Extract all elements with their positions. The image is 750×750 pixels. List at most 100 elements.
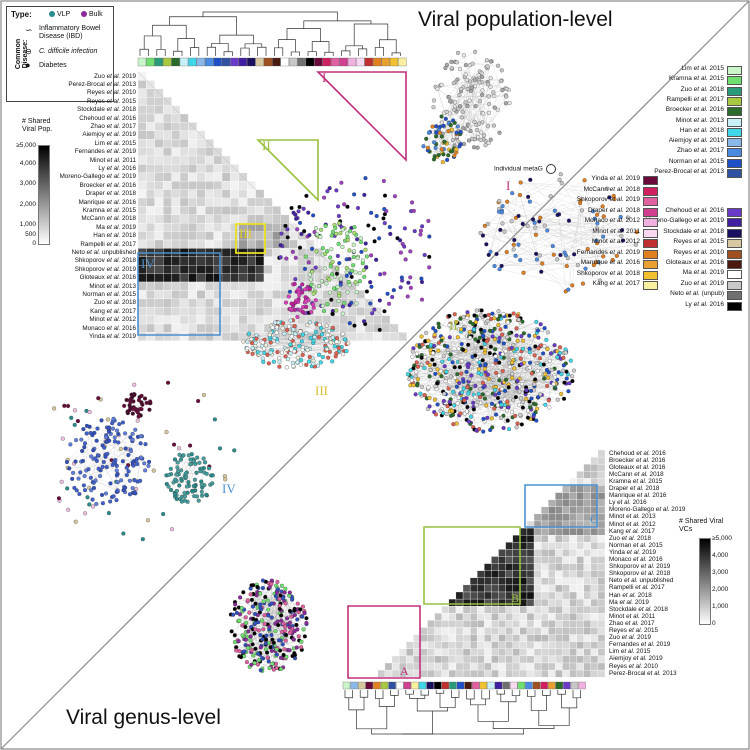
population-cell bbox=[238, 189, 248, 199]
population-cell bbox=[146, 332, 155, 341]
network-II-node bbox=[382, 271, 387, 276]
study-legend-swatch bbox=[643, 270, 658, 280]
study-color-swatch bbox=[472, 681, 480, 690]
population-cell bbox=[146, 281, 155, 291]
network-IV-node bbox=[161, 511, 166, 517]
dendrogram-branch bbox=[451, 690, 460, 698]
network-IV-node bbox=[77, 491, 82, 497]
genus-cell bbox=[555, 655, 563, 664]
population-cell bbox=[146, 113, 155, 123]
genus-network-upper-edge bbox=[552, 229, 623, 247]
genus-cell bbox=[590, 598, 599, 607]
network-II-node bbox=[307, 233, 312, 238]
network-I-node bbox=[461, 53, 466, 58]
population-cell bbox=[347, 332, 357, 341]
genus-cell bbox=[540, 506, 549, 515]
population-cell bbox=[188, 181, 197, 190]
genus-network-upper-edge bbox=[520, 259, 573, 286]
network-IV-edge bbox=[105, 443, 141, 455]
population-cell bbox=[146, 105, 155, 115]
population-cell bbox=[154, 172, 164, 182]
population-cell bbox=[137, 113, 147, 123]
genus-network-main-node bbox=[507, 313, 512, 318]
network-II-node bbox=[318, 234, 323, 239]
genus-network-main-node bbox=[426, 385, 431, 390]
genus-network-main-node bbox=[460, 390, 465, 395]
genus-cell bbox=[484, 641, 492, 649]
network-I-node bbox=[500, 87, 505, 93]
genus-cell bbox=[540, 620, 549, 628]
population-colorbar-title: # Shared Viral Pop. bbox=[22, 118, 53, 133]
population-cell bbox=[146, 290, 155, 299]
genus-network-main-node bbox=[524, 396, 529, 401]
genus-cell bbox=[526, 641, 535, 649]
genus-network-main-node bbox=[570, 374, 575, 379]
population-cell bbox=[163, 256, 172, 266]
genus-cell bbox=[555, 662, 563, 671]
genus-network-main-node bbox=[486, 312, 491, 317]
network-III-node bbox=[340, 352, 346, 357]
dendrogram-branch bbox=[572, 690, 581, 699]
network-IV-node bbox=[217, 446, 223, 451]
population-cell bbox=[238, 290, 248, 299]
genus-network-lower-node bbox=[266, 607, 271, 612]
population-cell bbox=[196, 332, 206, 341]
study-legend-swatch bbox=[727, 107, 742, 117]
genus-cell bbox=[548, 535, 556, 543]
genus-network-main-node bbox=[518, 412, 523, 418]
genus-cell bbox=[441, 655, 449, 664]
network-II-node bbox=[382, 221, 387, 226]
genus-network-main-node bbox=[561, 355, 566, 360]
genus-cell bbox=[469, 613, 478, 621]
genus-network-main-node bbox=[509, 345, 514, 351]
genus-network-main-node bbox=[520, 338, 526, 343]
population-cell bbox=[179, 332, 189, 341]
genus-network-main-node bbox=[492, 326, 497, 331]
genus-network-main-node bbox=[532, 353, 537, 358]
genus-network-main-node bbox=[500, 352, 505, 357]
genus-network-main-edge bbox=[413, 355, 424, 386]
cdiff-label: C. difficile infection bbox=[39, 48, 98, 55]
genus-network-upper-node bbox=[498, 227, 503, 232]
genus-network-main-node bbox=[459, 327, 464, 332]
study-legend-swatch bbox=[727, 260, 742, 269]
network-III-node bbox=[342, 337, 348, 342]
genus-network-upper-edge bbox=[584, 180, 637, 233]
dendrogram-branch bbox=[353, 23, 389, 46]
genus-network-main-edge bbox=[440, 337, 450, 372]
network-II-node bbox=[330, 311, 335, 316]
genus-network-main-node bbox=[494, 412, 499, 417]
study-color-swatch bbox=[456, 681, 465, 690]
study-legend-item: Minot et al. 2011 bbox=[472, 228, 662, 238]
genus-cell bbox=[569, 606, 577, 614]
network-IV-node bbox=[138, 441, 143, 446]
network-III-edge bbox=[277, 341, 327, 350]
genus-cell bbox=[597, 549, 606, 557]
network-II-node bbox=[322, 266, 328, 271]
network-III-node bbox=[317, 322, 322, 327]
network-II-node bbox=[427, 234, 432, 239]
genus-network-upper-node bbox=[572, 252, 577, 257]
network-IV-node bbox=[74, 488, 79, 493]
network-II-node bbox=[329, 247, 334, 252]
network-I-node bbox=[486, 94, 491, 99]
genus-network-lower-node bbox=[287, 648, 292, 653]
network-II-node bbox=[300, 282, 305, 287]
network-I-node bbox=[459, 86, 464, 92]
genus-cell bbox=[420, 662, 428, 671]
population-cell bbox=[213, 214, 223, 224]
genus-network-upper-node bbox=[618, 214, 623, 219]
network-IV-node bbox=[107, 429, 112, 434]
population-cell bbox=[163, 189, 172, 199]
genus-network-main-node bbox=[542, 326, 547, 331]
network-IV-node bbox=[107, 425, 112, 430]
network-III-node bbox=[304, 362, 309, 367]
genus-cell bbox=[590, 456, 599, 465]
genus-network-main-node bbox=[563, 350, 568, 355]
network-I-node bbox=[432, 140, 437, 145]
genus-cell bbox=[448, 669, 457, 678]
genus-network-main-node bbox=[516, 317, 521, 322]
network-II-node bbox=[355, 255, 360, 261]
population-cell bbox=[196, 265, 206, 274]
genus-cell bbox=[526, 584, 535, 593]
